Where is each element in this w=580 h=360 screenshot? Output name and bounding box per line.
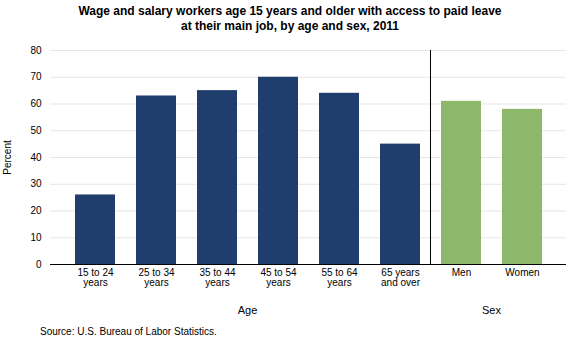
- svg-text:80: 80: [30, 45, 42, 56]
- svg-text:70: 70: [30, 71, 42, 82]
- svg-text:20: 20: [30, 205, 42, 216]
- svg-text:30: 30: [30, 178, 42, 189]
- svg-text:60: 60: [30, 98, 42, 109]
- svg-text:0: 0: [36, 259, 42, 270]
- svg-text:Women: Women: [505, 267, 539, 278]
- svg-text:35 to 44years: 35 to 44years: [199, 267, 236, 288]
- svg-text:Sex: Sex: [482, 304, 501, 316]
- svg-text:45 to 54years: 45 to 54years: [260, 267, 297, 288]
- svg-text:55 to 64years: 55 to 64years: [321, 267, 358, 288]
- svg-text:Age: Age: [238, 304, 258, 316]
- svg-text:10: 10: [30, 232, 42, 243]
- svg-text:50: 50: [30, 125, 42, 136]
- html-text:Source: U.S. Bureau of Labor S: Source: U.S. Bureau of Labor Statistics.: [40, 326, 217, 337]
- svg-text:65 yearsand over: 65 yearsand over: [381, 267, 421, 288]
- html-text:Wage and salary workers age 15: Wage and salary workers age 15 years and…: [78, 4, 502, 33]
- svg-text:40: 40: [30, 152, 42, 163]
- svg-text:Percent: Percent: [2, 140, 13, 175]
- svg-text:15 to 24years: 15 to 24years: [77, 267, 114, 288]
- svg-text:25 to 34years: 25 to 34years: [138, 267, 175, 288]
- svg-text:Men: Men: [452, 267, 471, 278]
